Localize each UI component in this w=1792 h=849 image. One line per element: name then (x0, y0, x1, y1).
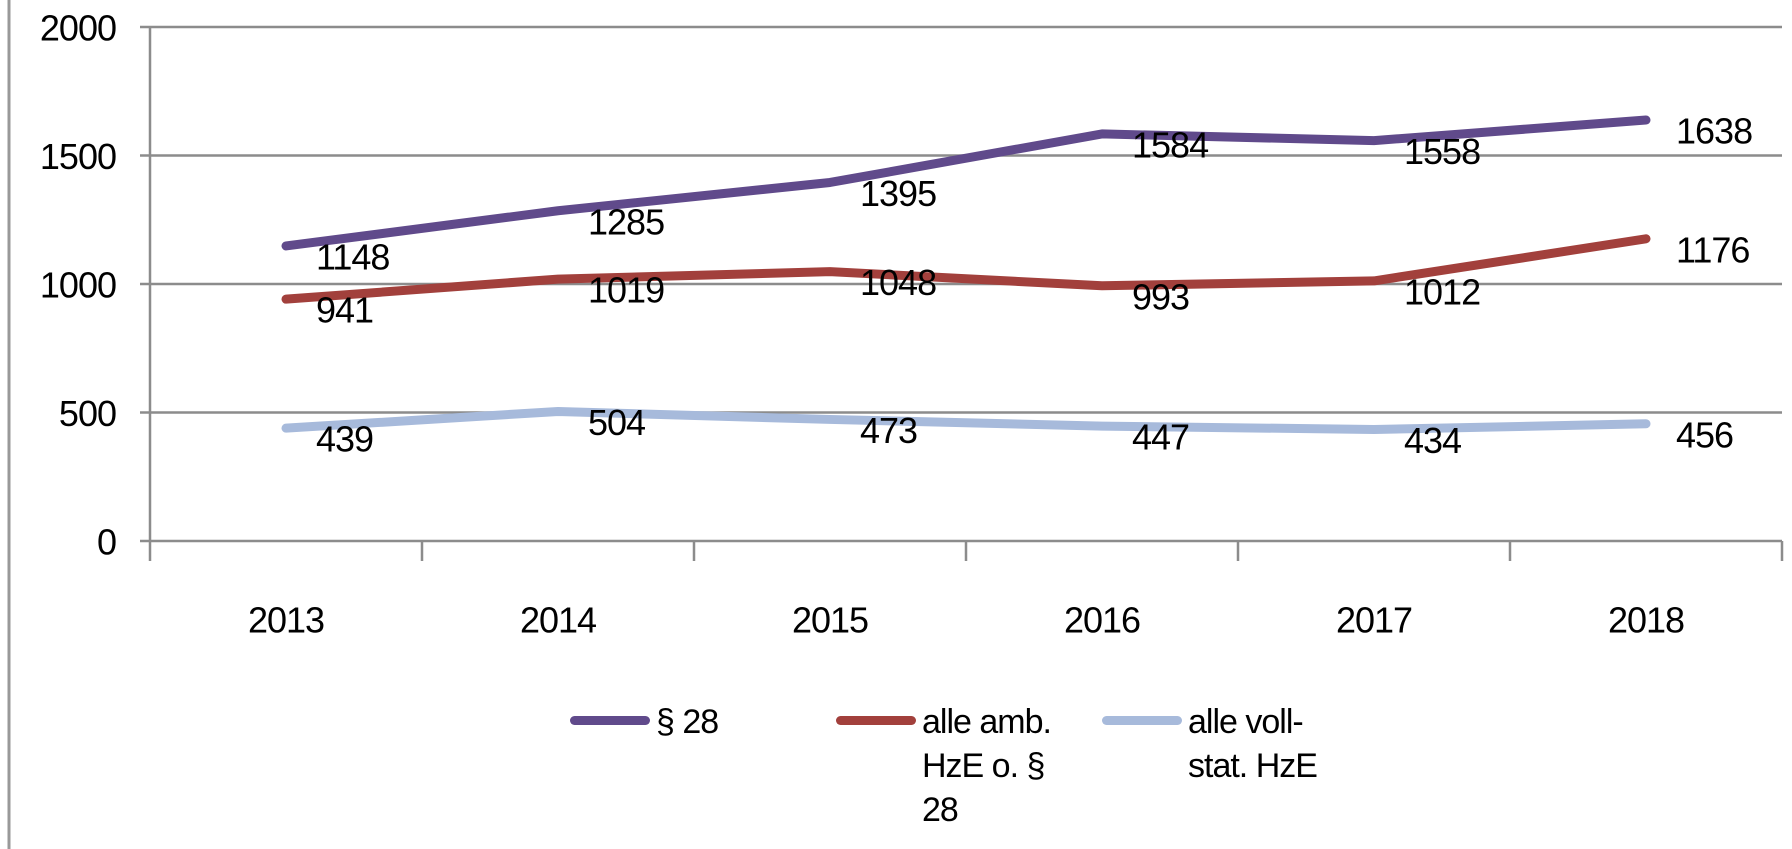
data-label: 1048 (860, 262, 936, 303)
y-tick-label: 1500 (40, 136, 116, 177)
series-line (281, 406, 1651, 434)
y-tick-label: 500 (59, 393, 116, 434)
legend-label: § 28 (656, 703, 719, 741)
legend-swatch (570, 716, 650, 725)
data-label: 1584 (1132, 124, 1208, 165)
data-label: 941 (316, 290, 373, 331)
legend-item: § 28 (570, 700, 806, 832)
legend-item: alle amb. HzE o. § 28 (836, 700, 1072, 832)
data-label: 993 (1132, 276, 1189, 317)
legend-swatch (1102, 716, 1182, 725)
data-label: 1019 (588, 270, 664, 311)
x-tick-label: 2013 (248, 600, 324, 641)
legend: § 28 alle amb. HzE o. § 28 alle voll-stat.… (570, 700, 1368, 832)
x-tick-label: 2014 (520, 600, 596, 641)
data-label: 447 (1132, 417, 1189, 458)
series-line (281, 115, 1651, 251)
y-tick-label: 1000 (40, 265, 116, 306)
y-tick-label: 2000 (40, 8, 116, 49)
x-tick-label: 2017 (1336, 600, 1412, 641)
x-tick-label: 2018 (1608, 600, 1684, 641)
y-tick-label: 0 (97, 522, 116, 563)
series-line (281, 234, 1651, 304)
data-label: 1558 (1404, 131, 1480, 172)
x-tick-label: 2015 (792, 600, 868, 641)
x-tick-label: 2016 (1064, 600, 1140, 641)
legend-label: alle amb. HzE o. § 28 (922, 703, 1052, 829)
legend-swatch (836, 716, 916, 725)
data-label: 1395 (860, 173, 936, 214)
data-label: 1148 (316, 236, 389, 277)
data-label: 473 (860, 410, 917, 451)
data-label: 1638 (1676, 111, 1752, 152)
data-label: 1285 (588, 201, 664, 242)
legend-item: alle voll-stat. HzE (1102, 700, 1338, 832)
data-label: 434 (1404, 420, 1461, 461)
data-label: 439 (316, 419, 373, 460)
data-label: 1176 (1676, 229, 1749, 270)
data-label: 1012 (1404, 271, 1480, 312)
legend-label: alle voll-stat. HzE (1188, 703, 1318, 785)
data-label: 504 (588, 402, 645, 443)
data-label: 456 (1676, 414, 1733, 455)
